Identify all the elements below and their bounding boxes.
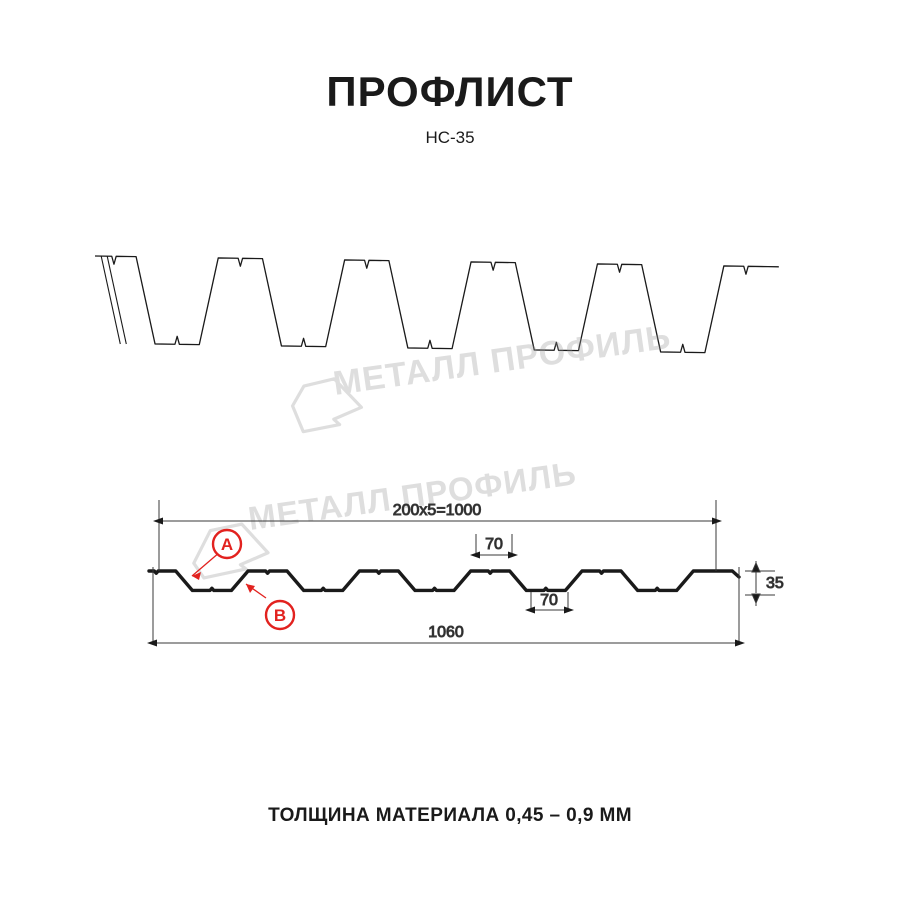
svg-text:1060: 1060 — [428, 624, 464, 641]
svg-text:35: 35 — [766, 575, 784, 592]
svg-text:70: 70 — [485, 536, 503, 553]
svg-text:МЕТАЛЛ ПРОФИЛЬ: МЕТАЛЛ ПРОФИЛЬ — [331, 318, 674, 403]
svg-text:A: A — [221, 535, 233, 554]
svg-text:70: 70 — [540, 592, 558, 609]
svg-text:200х5=1000: 200х5=1000 — [393, 502, 482, 519]
svg-text:B: B — [274, 606, 286, 625]
svg-text:МЕТАЛЛ ПРОФИЛЬ: МЕТАЛЛ ПРОФИЛЬ — [246, 454, 579, 537]
